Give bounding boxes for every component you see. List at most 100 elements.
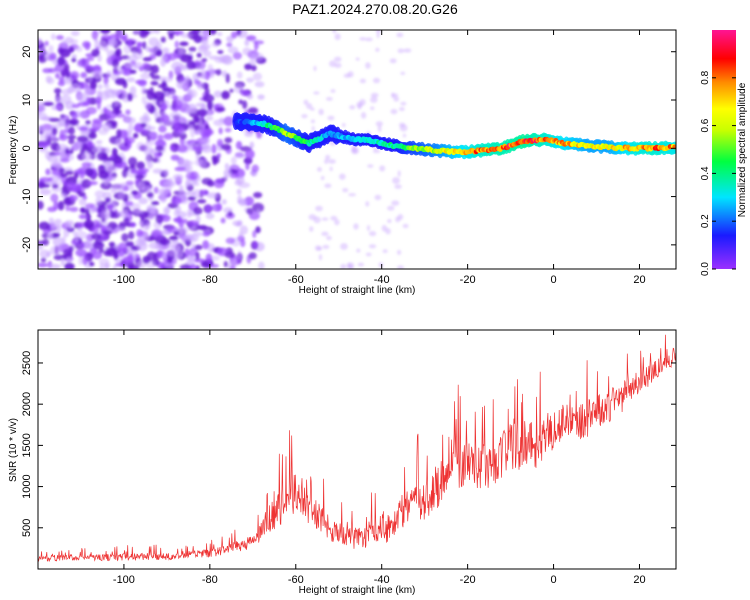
noise-spot	[127, 192, 134, 201]
noise-spot	[129, 85, 137, 96]
noise-spot	[57, 47, 64, 54]
noise-spot	[98, 40, 108, 51]
noise-spot	[79, 110, 91, 119]
noise-spot	[87, 75, 93, 83]
noise-spot	[327, 115, 335, 121]
noise-spot	[77, 58, 90, 67]
noise-spot	[78, 256, 84, 266]
noise-spot	[131, 50, 137, 57]
noise-spot	[92, 146, 101, 153]
noise-spot	[233, 83, 244, 94]
noise-spot	[123, 217, 130, 224]
noise-spot	[204, 123, 210, 130]
noise-spot	[359, 37, 367, 41]
noise-spot	[207, 63, 214, 74]
noise-spot	[365, 201, 370, 207]
noise-spot	[138, 221, 144, 226]
noise-spot	[192, 231, 203, 237]
noise-spot	[173, 99, 183, 110]
noise-spot	[379, 165, 386, 172]
noise-spot	[67, 135, 77, 140]
noise-spot	[146, 192, 154, 198]
noise-spot	[81, 161, 92, 168]
noise-spot	[65, 170, 74, 176]
noise-spot	[372, 149, 381, 154]
noise-spot	[117, 40, 122, 46]
noise-spot	[128, 265, 140, 269]
noise-spot	[321, 217, 329, 221]
noise-spot	[91, 48, 100, 57]
noise-spot	[57, 200, 65, 211]
noise-spot	[64, 36, 74, 45]
noise-spot	[179, 159, 191, 166]
noise-spot	[180, 33, 192, 39]
noise-spot	[168, 235, 179, 241]
noise-spot	[76, 135, 89, 143]
noise-spot	[106, 203, 114, 211]
noise-spot	[116, 30, 126, 37]
noise-spot	[87, 180, 98, 186]
noise-spot	[353, 223, 359, 230]
noise-spot	[325, 96, 333, 101]
noise-spot	[121, 66, 133, 76]
noise-spot	[193, 35, 203, 44]
noise-spot	[195, 102, 206, 108]
noise-spot	[142, 57, 153, 62]
noise-spot	[205, 212, 215, 220]
noise-spot	[387, 205, 395, 211]
noise-spot	[129, 222, 136, 228]
noise-spot	[157, 250, 163, 259]
noise-spot	[145, 46, 151, 53]
noise-spot	[121, 169, 128, 178]
noise-spot	[169, 145, 176, 151]
noise-spot	[79, 207, 86, 213]
noise-spot	[80, 72, 88, 79]
noise-spot	[64, 148, 70, 155]
noise-spot	[163, 206, 171, 215]
snr-y-axis-title: SNR (10 * v/v)	[8, 418, 19, 482]
noise-spot	[155, 145, 164, 152]
noise-spot	[182, 218, 188, 224]
noise-spot	[249, 141, 255, 149]
noise-spot	[85, 212, 91, 222]
noise-spot	[95, 140, 103, 145]
noise-spot	[196, 52, 202, 58]
noise-spot	[176, 144, 188, 153]
noise-spot	[329, 166, 333, 172]
noise-spot	[206, 180, 215, 187]
noise-spot	[100, 181, 112, 190]
noise-spot	[68, 138, 75, 145]
noise-spot	[166, 30, 175, 33]
noise-spot	[162, 87, 171, 92]
noise-spot	[50, 136, 59, 143]
noise-spot	[173, 231, 180, 236]
noise-spot	[179, 41, 189, 47]
noise-spot	[195, 153, 200, 160]
noise-spot	[197, 199, 207, 204]
noise-spot	[129, 69, 137, 74]
noise-spot	[206, 192, 219, 199]
noise-spot	[238, 99, 244, 105]
noise-spot	[128, 123, 134, 132]
noise-spot	[216, 153, 222, 159]
noise-spot	[119, 209, 129, 219]
x-tick-label: 0	[550, 274, 556, 286]
noise-spot	[140, 30, 151, 36]
noise-spot	[148, 215, 154, 221]
noise-spot	[78, 198, 87, 206]
noise-spot	[48, 45, 54, 53]
noise-spot	[142, 129, 149, 135]
noise-spot	[152, 168, 164, 174]
noise-spot	[65, 204, 70, 212]
noise-spot	[360, 111, 367, 119]
noise-spot	[60, 257, 66, 267]
noise-spot	[229, 258, 236, 266]
noise-spot	[254, 40, 259, 51]
noise-spot	[69, 119, 77, 125]
noise-spot	[106, 104, 113, 109]
noise-spot	[199, 189, 209, 196]
noise-spot	[213, 178, 225, 189]
noise-spot	[146, 126, 156, 131]
colorbar-axis: 0.0 0.2 0.4 0.6 0.8	[700, 70, 736, 276]
noise-spot	[40, 128, 51, 134]
